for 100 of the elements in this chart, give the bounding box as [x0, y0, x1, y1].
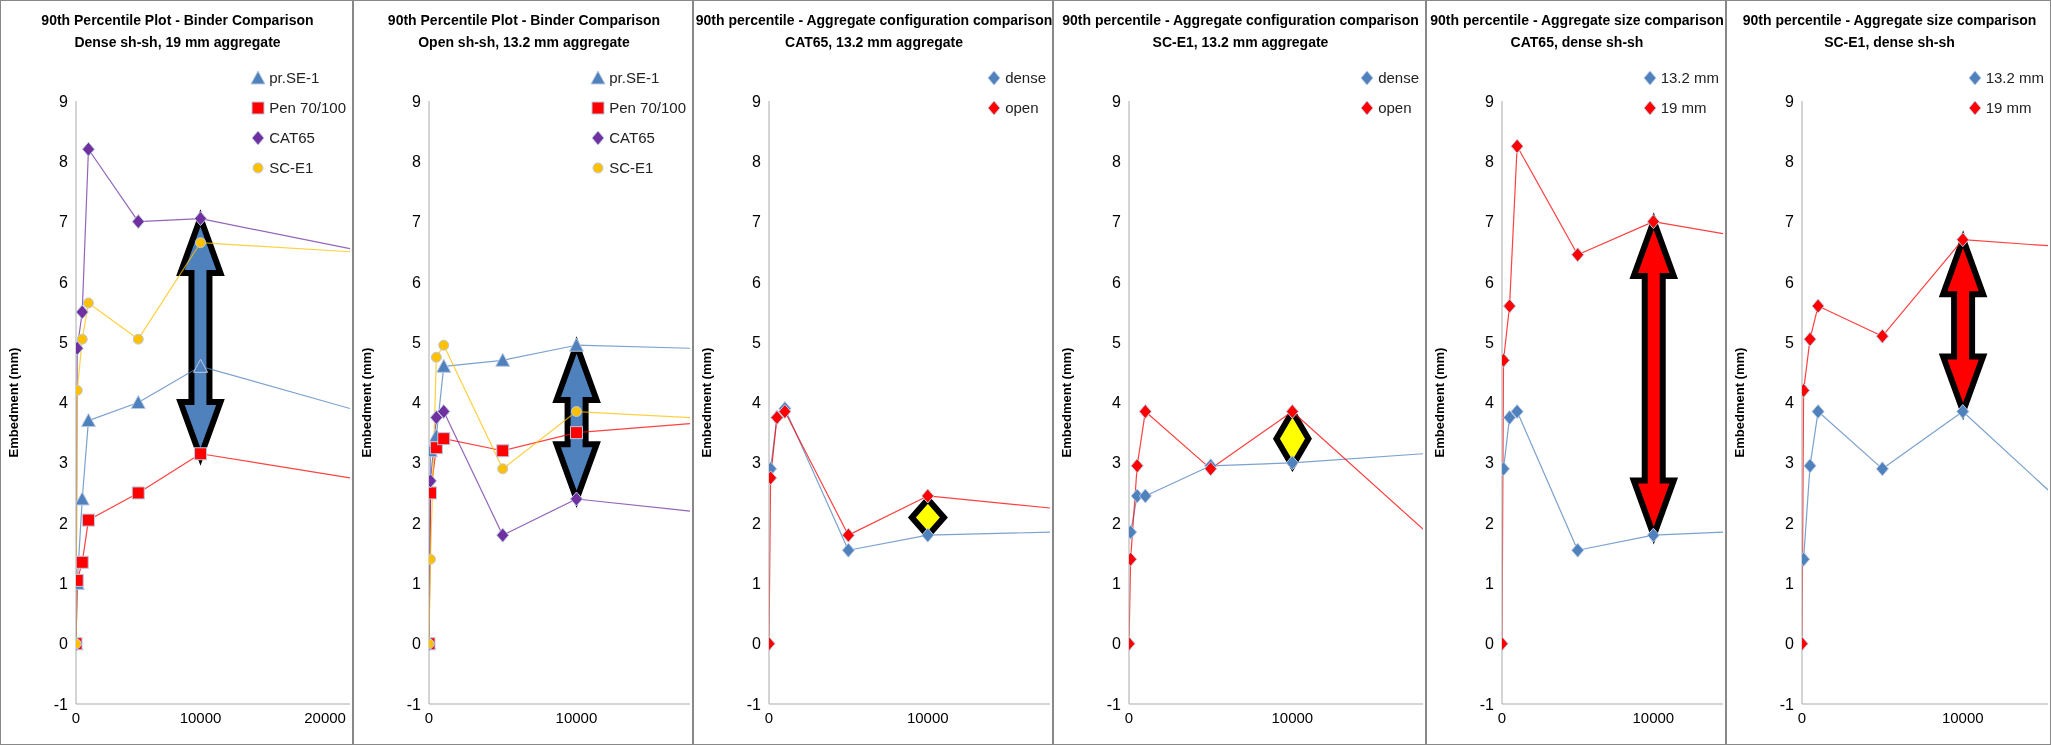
y-tick-label: 2: [1485, 514, 1495, 532]
chart-title: 90th Percentile Plot - Binder Comparison: [40, 11, 315, 30]
y-tick-label: 6: [1485, 273, 1495, 291]
y-tick-label: 0: [752, 635, 762, 653]
y-tick-label: 3: [59, 454, 69, 472]
y-tick-label: -1: [53, 695, 69, 713]
y-tick-label: 7: [752, 213, 762, 231]
y-tick-label: 8: [752, 152, 762, 170]
legend-label: pr.SE-1: [609, 68, 660, 88]
x-tick-label: 10000: [1941, 708, 1984, 726]
y-tick-label: 2: [412, 514, 422, 532]
y-tick-label: 4: [1785, 394, 1795, 412]
chart-title: 90th percentile - Aggregate configuration comparison: [694, 11, 1054, 30]
y-tick-label: 6: [752, 273, 762, 291]
x-tick-label: 0: [1497, 708, 1507, 726]
y-tick-label: 1: [412, 575, 422, 593]
x-tick-label: 10000: [1271, 708, 1314, 726]
y-tick-label: 1: [1785, 575, 1795, 593]
y-tick-label: 3: [1112, 454, 1122, 472]
y-tick-label: -1: [1779, 695, 1795, 713]
y-tick-label: 0: [59, 635, 69, 653]
x-tick-label: 0: [1124, 708, 1134, 726]
y-tick-label: 7: [1785, 213, 1795, 231]
y-tick-label: 7: [412, 213, 422, 231]
legend-label: 19 mm: [1985, 98, 2032, 118]
chart-subtitle: Open sh-sh, 13.2 mm aggregate: [417, 33, 631, 52]
legend-label: open: [1378, 98, 1412, 118]
y-axis-title: Embedment (mm): [358, 347, 374, 458]
legend-label: SC-E1: [609, 158, 654, 178]
y-tick-label: 4: [752, 394, 762, 412]
y-tick-label: 1: [752, 575, 762, 593]
y-tick-label: 7: [1485, 213, 1495, 231]
y-tick-label: 1: [1485, 575, 1495, 593]
y-tick-label: 8: [1112, 152, 1122, 170]
chart-subtitle: SC-E1, 13.2 mm aggregate: [1151, 33, 1330, 52]
y-tick-label: 0: [1112, 635, 1122, 653]
y-tick-label: 5: [1785, 333, 1795, 351]
y-tick-label: 0: [1785, 635, 1795, 653]
y-axis-title: Embedment (mm): [1058, 347, 1074, 458]
y-tick-label: -1: [1479, 695, 1495, 713]
y-tick-label: 9: [59, 92, 69, 110]
y-tick-label: 1: [59, 575, 69, 593]
chart-title: 90th percentile - Aggregate configuration comparison: [1061, 11, 1420, 30]
chart-title: 90th Percentile Plot - Binder Comparison: [386, 11, 662, 30]
x-tick-label: 20000: [304, 708, 346, 726]
y-tick-label: 5: [59, 333, 69, 351]
y-axis-title: Embedment (mm): [5, 347, 21, 458]
y-tick-label: 1: [1112, 575, 1122, 593]
y-tick-label: 5: [1485, 333, 1495, 351]
y-tick-label: 4: [1485, 394, 1495, 412]
y-tick-label: 7: [1112, 213, 1122, 231]
y-tick-label: 2: [59, 514, 69, 532]
x-tick-label: 0: [71, 708, 81, 726]
y-tick-label: 4: [1112, 394, 1122, 412]
y-tick-label: 2: [1785, 514, 1795, 532]
y-tick-label: 3: [752, 454, 762, 472]
y-tick-label: 0: [412, 635, 422, 653]
x-tick-label: 10000: [906, 708, 949, 726]
legend-label: Pen 70/100: [609, 98, 686, 118]
y-tick-label: 4: [412, 394, 422, 412]
x-tick-label: 0: [764, 708, 774, 726]
x-tick-label: 0: [424, 708, 434, 726]
y-axis-title: Embedment (mm): [698, 347, 714, 458]
y-tick-label: 6: [412, 273, 422, 291]
y-tick-label: 5: [412, 333, 422, 351]
y-tick-label: 2: [752, 514, 762, 532]
legend-label: dense: [1378, 68, 1419, 88]
y-tick-label: 0: [1485, 635, 1495, 653]
y-tick-label: 8: [1485, 152, 1495, 170]
x-tick-label: 10000: [179, 708, 222, 726]
legend-label: CAT65: [609, 128, 655, 148]
y-tick-label: 3: [412, 454, 422, 472]
y-tick-label: -1: [406, 695, 422, 713]
legend-label: SC-E1: [269, 158, 314, 178]
chart-subtitle: CAT65, 13.2 mm aggregate: [784, 33, 964, 52]
chart-subtitle: Dense sh-sh, 19 mm aggregate: [73, 33, 282, 52]
legend-label: Pen 70/100: [269, 98, 346, 118]
y-tick-label: 6: [59, 273, 69, 291]
legend-label: pr.SE-1: [269, 68, 320, 88]
chart-title: 90th percentile - Aggregate size comparison: [1741, 11, 2038, 30]
y-axis-title: Embedment (mm): [1431, 347, 1447, 458]
y-tick-label: 4: [59, 394, 69, 412]
y-axis-title: Embedment (mm): [1731, 347, 1747, 458]
legend-label: dense: [1005, 68, 1046, 88]
y-tick-label: -1: [1106, 695, 1122, 713]
y-tick-label: 3: [1485, 454, 1495, 472]
y-tick-label: 6: [1785, 273, 1795, 291]
y-tick-label: 8: [412, 152, 422, 170]
y-tick-label: 3: [1785, 454, 1795, 472]
y-tick-label: 9: [1785, 92, 1795, 110]
y-tick-label: 8: [59, 152, 69, 170]
y-tick-label: 5: [752, 333, 762, 351]
y-tick-label: 7: [59, 213, 69, 231]
x-tick-label: 10000: [555, 708, 598, 726]
y-tick-label: -1: [746, 695, 762, 713]
y-tick-label: 9: [1485, 92, 1495, 110]
legend-label: 13.2 mm: [1660, 68, 1719, 88]
chart-subtitle: CAT65, dense sh-sh: [1509, 33, 1645, 52]
y-tick-label: 9: [752, 92, 762, 110]
y-tick-label: 8: [1785, 152, 1795, 170]
